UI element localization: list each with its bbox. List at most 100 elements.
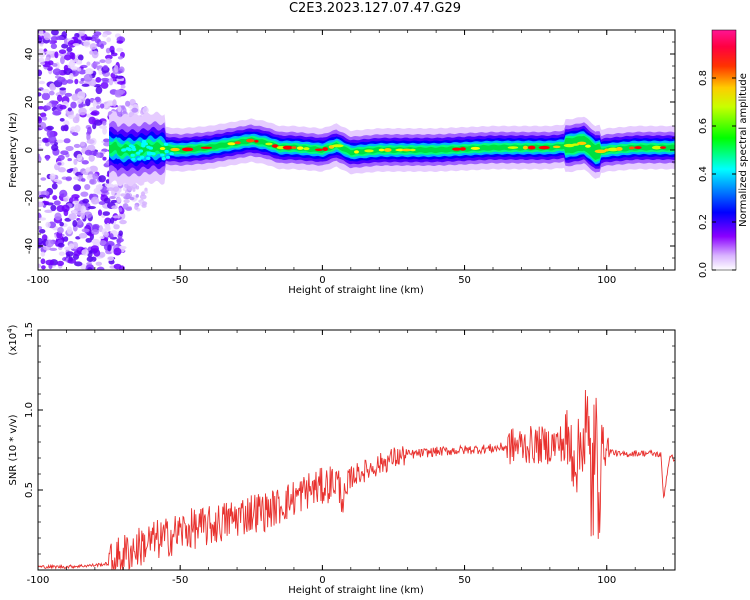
ridge-hotspot	[409, 148, 416, 152]
noise-blob	[38, 226, 43, 230]
noise-blob	[52, 63, 58, 67]
noise-blob	[51, 144, 59, 152]
noise-blob	[40, 177, 47, 181]
noise-blob	[113, 247, 122, 256]
noise-blob	[78, 107, 87, 116]
noise-blob	[59, 104, 67, 110]
noise-blob	[49, 83, 56, 89]
snr-xlabel: Height of straight line (km)	[288, 585, 424, 596]
noise-blob	[49, 39, 54, 45]
x-tick-label: -50	[172, 575, 188, 586]
snr-series	[38, 390, 675, 570]
noise-blob	[95, 77, 102, 83]
noise-blob	[87, 267, 93, 270]
noise-blob	[41, 92, 51, 101]
noise-blob	[74, 261, 83, 267]
ridge-speckle	[141, 142, 146, 146]
ridge-hotspot	[246, 138, 255, 143]
noise-blob	[63, 197, 69, 202]
noise-blob	[96, 266, 105, 270]
noise-blob	[107, 256, 114, 262]
noise-blob	[83, 73, 93, 82]
noise-blob	[40, 61, 46, 66]
noise-blob	[78, 232, 88, 239]
noise-blob	[47, 135, 57, 144]
ridge-hotspot	[470, 146, 481, 150]
spectrogram-ylabel: Frequency (Hz)	[8, 112, 19, 188]
noise-blob	[94, 96, 101, 103]
noise-blob	[116, 47, 124, 52]
ridge-speckle	[146, 156, 151, 160]
noise-blob	[65, 251, 74, 257]
noise-blob	[117, 56, 124, 60]
noise-blob	[68, 243, 75, 250]
noise-blob	[40, 258, 46, 265]
noise-blob	[38, 30, 44, 37]
ridge-hotspot	[452, 147, 462, 151]
noise-blob	[45, 50, 54, 55]
noise-blob	[86, 36, 93, 41]
noise-blob	[48, 90, 55, 96]
noise-blob	[81, 228, 90, 233]
noise-blob	[59, 87, 67, 91]
ridge-hotspot	[331, 144, 344, 148]
noise-blob	[45, 239, 54, 248]
noise-blob	[38, 228, 46, 234]
noise-blob	[117, 105, 122, 113]
x-tick-label: 50	[458, 275, 471, 286]
noise-blob	[113, 224, 120, 230]
noise-blob	[102, 127, 107, 135]
y-tick-label: 20	[24, 96, 35, 109]
noise-blob	[142, 106, 149, 114]
noise-blob	[59, 189, 68, 198]
noise-blob	[91, 228, 100, 235]
ridge-hotspot	[315, 148, 323, 151]
noise-blob	[112, 215, 121, 219]
noise-blob	[97, 209, 103, 216]
ridge-speckle	[148, 146, 153, 150]
noise-blob	[42, 88, 50, 94]
spectrogram-axes: -100 -50 0 50 100 -40 -20 0 20 40	[24, 29, 675, 286]
noise-blob	[60, 56, 65, 65]
noise-blob	[51, 30, 59, 36]
noise-blob	[69, 72, 74, 80]
colorbar-tick-label: 0.6	[698, 118, 709, 134]
noise-blob	[57, 162, 62, 166]
noise-blob	[77, 91, 86, 99]
noise-blob	[77, 219, 83, 226]
noise-blob	[112, 186, 120, 192]
noise-blob	[49, 173, 56, 180]
y-tick-label: 1.0	[24, 402, 35, 418]
noise-blob	[135, 193, 139, 198]
ridge-hotspot	[200, 146, 213, 150]
noise-blob	[86, 126, 92, 135]
noise-blob	[57, 167, 66, 173]
noise-blob	[99, 240, 107, 246]
noise-blob	[135, 185, 140, 190]
colorbar-tick-label: 0.8	[698, 70, 709, 86]
noise-blob	[105, 222, 111, 230]
noise-blob	[38, 80, 46, 85]
noise-blob	[52, 110, 62, 116]
noise-blob	[70, 101, 77, 109]
noise-blob	[75, 59, 83, 65]
ridge-speckle	[138, 149, 144, 153]
noise-blob	[50, 36, 59, 42]
noise-blob	[38, 37, 43, 44]
noise-blob	[85, 68, 94, 75]
noise-blob	[38, 48, 44, 52]
chart-title: C2E3.2023.127.07.47.G29	[288, 1, 462, 16]
snr-axes: -100 -50 0 50 100 0.5 1.0 1.5	[24, 322, 675, 586]
noise-blob	[81, 160, 89, 165]
noise-blob	[38, 69, 43, 77]
y-tick-label: 40	[24, 48, 35, 61]
ridge-speckle	[125, 147, 130, 151]
ridge-hotspot	[265, 142, 273, 146]
noise-blob	[116, 238, 122, 245]
noise-blob	[85, 98, 91, 107]
noise-blob	[41, 265, 46, 270]
ridge-hotspot	[538, 145, 550, 150]
noise-blob	[78, 103, 87, 107]
noise-blob	[38, 121, 47, 130]
